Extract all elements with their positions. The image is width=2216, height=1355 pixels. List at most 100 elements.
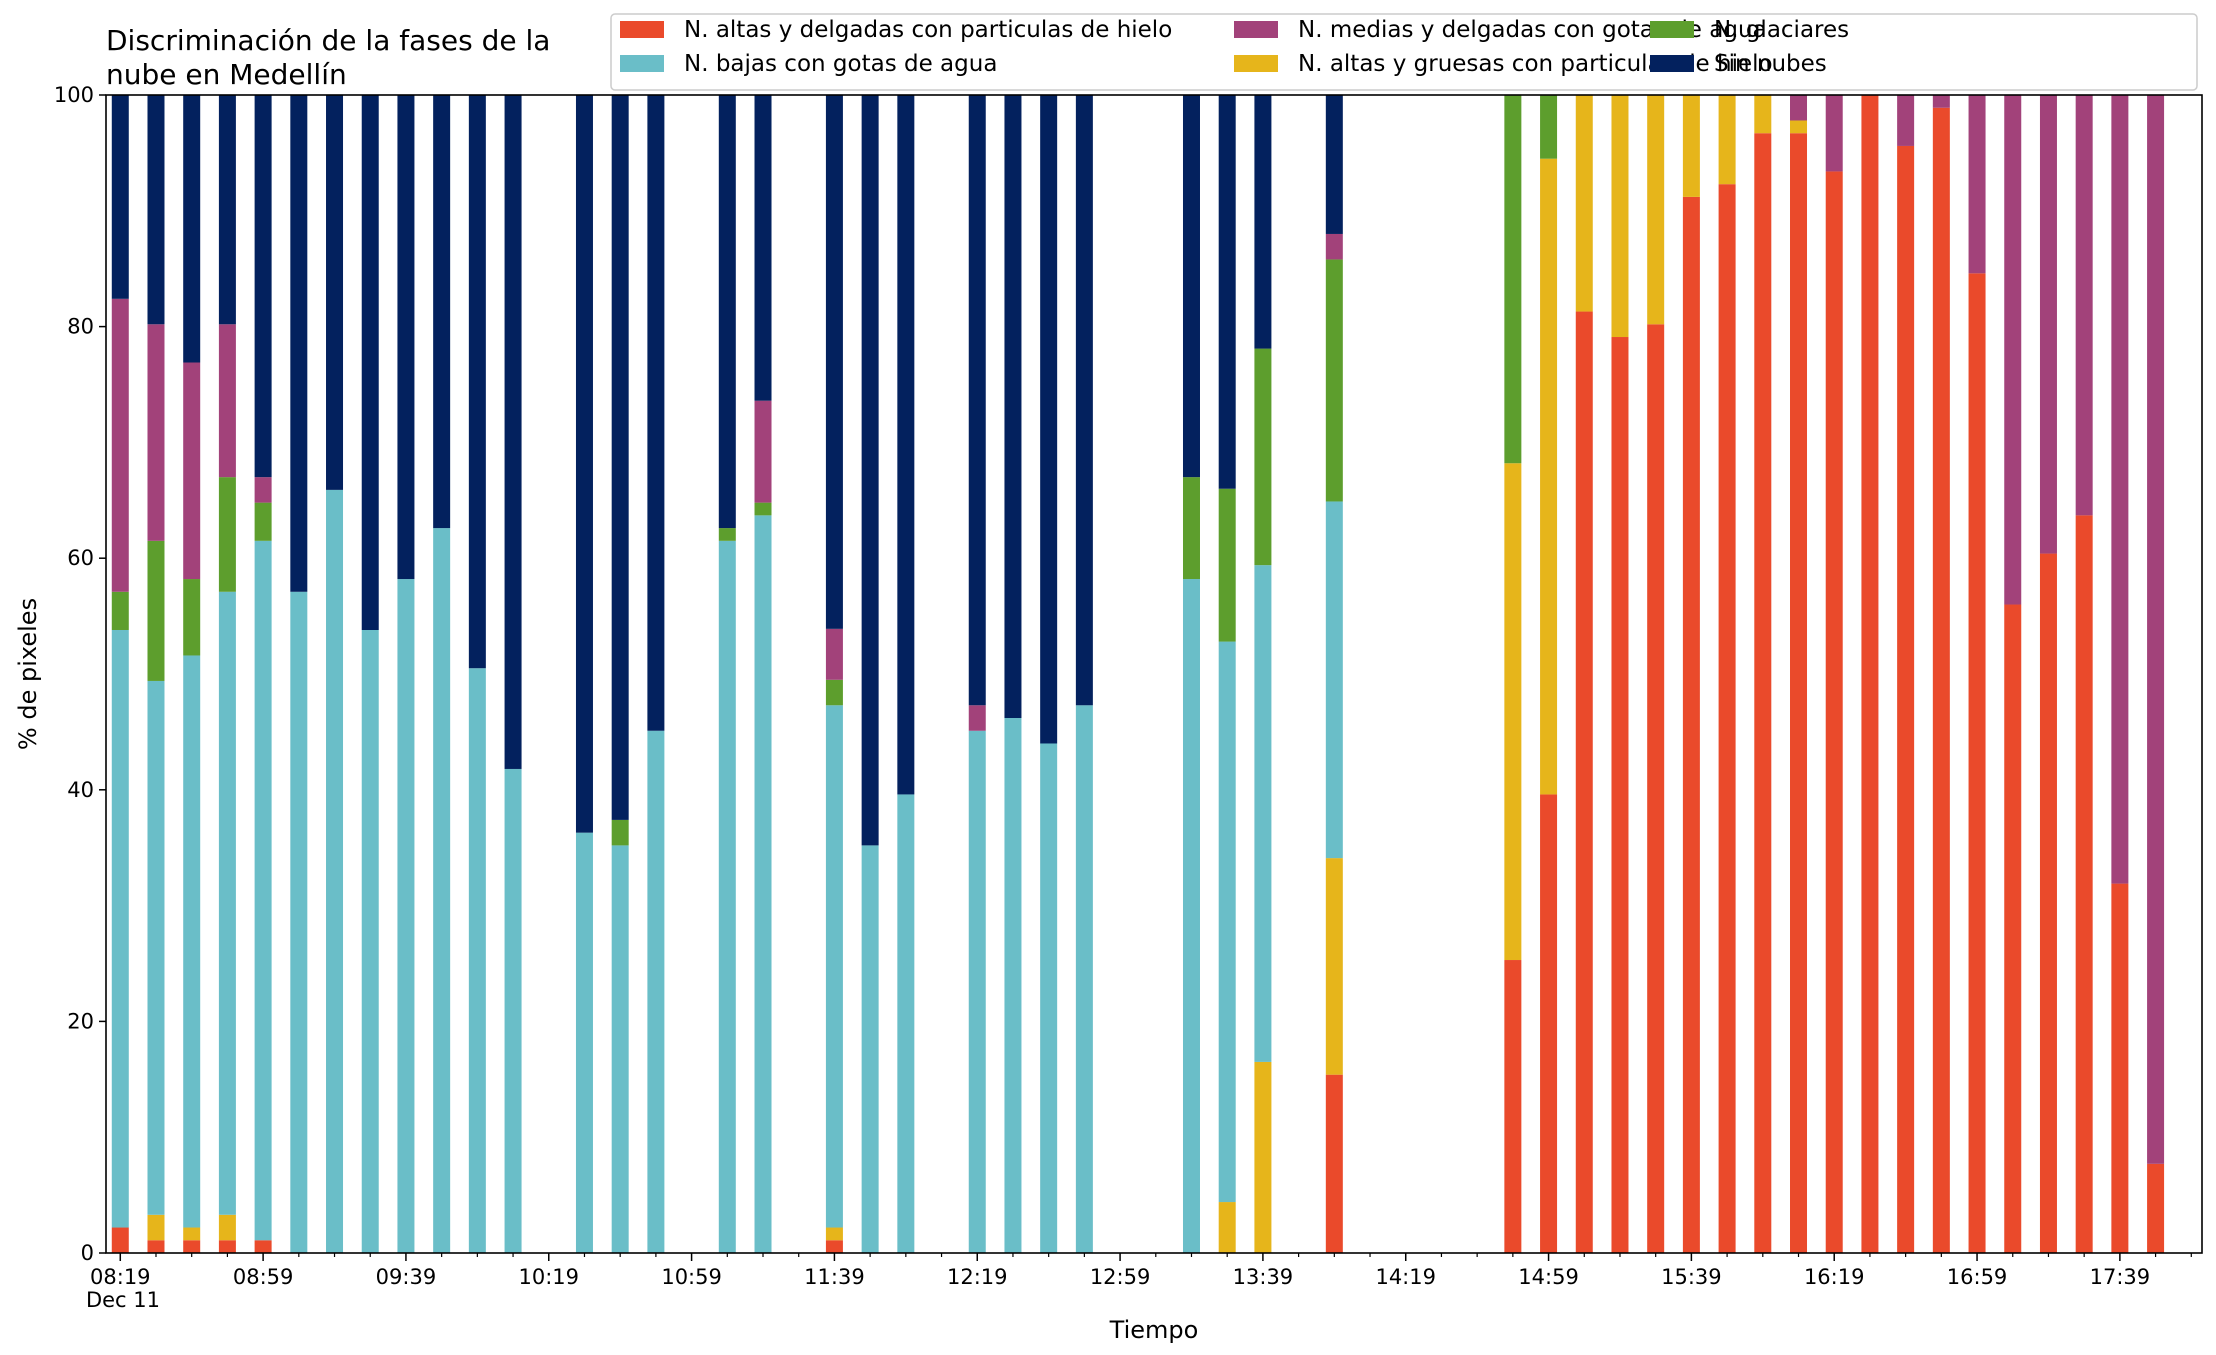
bar-segment-29-0 bbox=[1540, 794, 1558, 1253]
bar-segment-22-2 bbox=[1040, 743, 1058, 1253]
bar-segment-17-1 bbox=[825, 1227, 843, 1241]
bar-segment-12-5 bbox=[575, 95, 593, 833]
y-axis-label: % de pixeles bbox=[14, 598, 42, 750]
bar-segment-19-2 bbox=[897, 794, 915, 1253]
bar-segment-20-5 bbox=[968, 95, 986, 706]
y-tick-label-4: 80 bbox=[67, 315, 94, 339]
bar-segment-15-5 bbox=[718, 95, 736, 529]
bar-segment-17-4 bbox=[825, 628, 843, 680]
bar-segment-26-1 bbox=[1254, 1061, 1272, 1253]
bar-segment-13-2 bbox=[611, 845, 629, 1253]
bar-stacks bbox=[111, 95, 2165, 1254]
y-tick-label-3: 60 bbox=[67, 546, 94, 570]
bar-segment-42-4 bbox=[2004, 95, 2022, 605]
bar-segment-33-1 bbox=[1682, 95, 1700, 197]
bar-segment-3-5 bbox=[218, 95, 236, 325]
bar-segment-14-2 bbox=[647, 730, 665, 1253]
bar-segment-37-4 bbox=[1825, 95, 1843, 172]
chart-title-line-2: nube en Medellín bbox=[106, 58, 347, 91]
bar-segment-7-5 bbox=[361, 95, 379, 630]
bar-segment-2-3 bbox=[183, 579, 201, 656]
legend-swatch-1 bbox=[1234, 55, 1278, 72]
bar-segment-0-2 bbox=[111, 630, 129, 1228]
bar-segment-18-2 bbox=[861, 845, 879, 1253]
chart-title-line-1: Discriminación de la fases de la bbox=[106, 24, 550, 57]
bar-segment-2-2 bbox=[183, 655, 201, 1228]
bar-segment-10-2 bbox=[468, 668, 486, 1253]
bar-segment-30-1 bbox=[1575, 95, 1593, 312]
bar-segment-25-5 bbox=[1218, 95, 1236, 489]
bar-segment-15-3 bbox=[718, 528, 736, 541]
bar-segment-16-3 bbox=[754, 502, 772, 516]
bar-segment-2-5 bbox=[183, 95, 201, 363]
bar-segment-44-0 bbox=[2075, 515, 2093, 1253]
bar-segment-13-5 bbox=[611, 95, 629, 820]
bar-segment-39-4 bbox=[1897, 95, 1915, 146]
x-tick-label-8: 13:39 bbox=[1233, 1265, 1294, 1289]
bar-segment-1-4 bbox=[147, 324, 165, 541]
bar-segment-46-0 bbox=[2147, 1163, 2165, 1253]
bar-segment-24-5 bbox=[1182, 95, 1200, 478]
bar-segment-26-5 bbox=[1254, 95, 1272, 349]
bar-segment-27-3 bbox=[1325, 259, 1343, 502]
bar-segment-26-2 bbox=[1254, 565, 1272, 1062]
x-tick-label-10: 14:59 bbox=[1518, 1265, 1579, 1289]
bar-segment-43-0 bbox=[2039, 553, 2057, 1253]
bar-segment-16-4 bbox=[754, 400, 772, 503]
bar-segment-41-4 bbox=[1968, 95, 1986, 274]
bar-segment-1-2 bbox=[147, 680, 165, 1215]
bar-segment-20-2 bbox=[968, 730, 986, 1253]
bar-segment-33-0 bbox=[1682, 196, 1700, 1253]
bar-segment-17-5 bbox=[825, 95, 843, 629]
bar-segment-3-4 bbox=[218, 324, 236, 478]
bar-segment-37-0 bbox=[1825, 171, 1843, 1254]
bar-segment-34-1 bbox=[1718, 95, 1736, 185]
bar-segment-23-5 bbox=[1075, 95, 1093, 706]
x-tick-label-1: 08:59 bbox=[233, 1265, 294, 1289]
bar-segment-1-3 bbox=[147, 540, 165, 681]
bar-segment-27-5 bbox=[1325, 95, 1343, 234]
bar-segment-3-3 bbox=[218, 477, 236, 592]
bar-segment-29-1 bbox=[1540, 158, 1558, 795]
bar-segment-26-3 bbox=[1254, 348, 1272, 566]
bar-segment-32-0 bbox=[1647, 324, 1665, 1253]
bar-segment-27-2 bbox=[1325, 501, 1343, 859]
bar-segment-6-5 bbox=[326, 95, 344, 490]
bar-segment-36-0 bbox=[1790, 133, 1808, 1254]
bar-segment-31-1 bbox=[1611, 95, 1629, 338]
bar-segment-41-0 bbox=[1968, 273, 1986, 1254]
x-tick-label-9: 14:19 bbox=[1375, 1265, 1436, 1289]
axis-ticks: 0 20 40 60 80 100 08:19 08:59 09:39 10:19 10:59 11:… bbox=[54, 83, 2192, 1289]
x-tick-label-7: 12:59 bbox=[1090, 1265, 1151, 1289]
bar-segment-5-2 bbox=[290, 591, 308, 1253]
y-tick-label-0: 0 bbox=[81, 1241, 94, 1265]
bar-segment-14-5 bbox=[647, 95, 665, 731]
bar-segment-3-2 bbox=[218, 591, 236, 1215]
bar-segment-9-5 bbox=[433, 95, 451, 529]
bar-segment-13-3 bbox=[611, 819, 629, 846]
bar-segment-3-0 bbox=[218, 1240, 236, 1253]
bar-segment-18-5 bbox=[861, 95, 879, 846]
bar-segment-0-5 bbox=[111, 95, 129, 299]
plot-frame bbox=[105, 94, 2203, 1254]
x-tick-label-13: 16:59 bbox=[1947, 1265, 2008, 1289]
legend-label-1: N. altas y gruesas con particulas de hie… bbox=[1298, 51, 1773, 77]
bar-segment-36-4 bbox=[1790, 95, 1808, 121]
bar-segment-34-0 bbox=[1718, 184, 1736, 1253]
x-tick-label-14: 17:39 bbox=[2090, 1265, 2151, 1289]
legend-swatch-5 bbox=[1650, 55, 1694, 72]
bar-segment-17-2 bbox=[825, 705, 843, 1228]
x-tick-label-4: 10:59 bbox=[661, 1265, 722, 1289]
bar-segment-28-3 bbox=[1504, 95, 1522, 464]
legend-frame bbox=[610, 13, 2198, 91]
bar-segment-28-1 bbox=[1504, 463, 1522, 961]
bar-segment-43-4 bbox=[2039, 95, 2057, 554]
bar-segment-17-0 bbox=[825, 1240, 843, 1253]
bar-segment-4-5 bbox=[254, 95, 272, 478]
x-date-label: Dec 11 bbox=[86, 1288, 160, 1312]
bar-segment-3-1 bbox=[218, 1214, 236, 1241]
legend-swatch-3 bbox=[1650, 21, 1694, 38]
bar-segment-8-5 bbox=[397, 95, 415, 580]
bar-segment-0-4 bbox=[111, 298, 129, 592]
y-tick-label-1: 20 bbox=[67, 1009, 94, 1033]
